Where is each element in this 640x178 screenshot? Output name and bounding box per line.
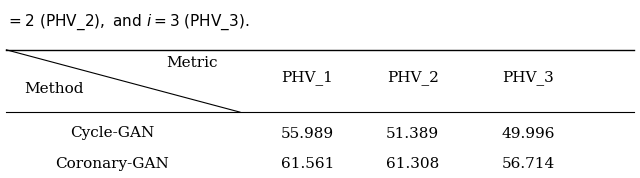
Text: 55.989: 55.989 xyxy=(280,127,334,140)
Text: PHV_1: PHV_1 xyxy=(281,70,333,85)
Text: Coronary-GAN: Coronary-GAN xyxy=(55,157,169,171)
Text: Method: Method xyxy=(25,82,84,96)
Text: Cycle-GAN: Cycle-GAN xyxy=(70,127,154,140)
Text: $= 2\ \mathrm{(PHV\_2),\ and}\ i = 3\ \mathrm{(PHV\_3).}$: $= 2\ \mathrm{(PHV\_2),\ and}\ i = 3\ \m… xyxy=(6,12,250,32)
Text: PHV_2: PHV_2 xyxy=(387,70,439,85)
Text: Metric: Metric xyxy=(166,56,218,70)
Text: PHV_3: PHV_3 xyxy=(502,70,554,85)
Text: 51.389: 51.389 xyxy=(386,127,440,140)
Text: 56.714: 56.714 xyxy=(501,157,555,171)
Text: 49.996: 49.996 xyxy=(501,127,555,140)
Text: 61.308: 61.308 xyxy=(386,157,440,171)
Text: 61.561: 61.561 xyxy=(280,157,334,171)
